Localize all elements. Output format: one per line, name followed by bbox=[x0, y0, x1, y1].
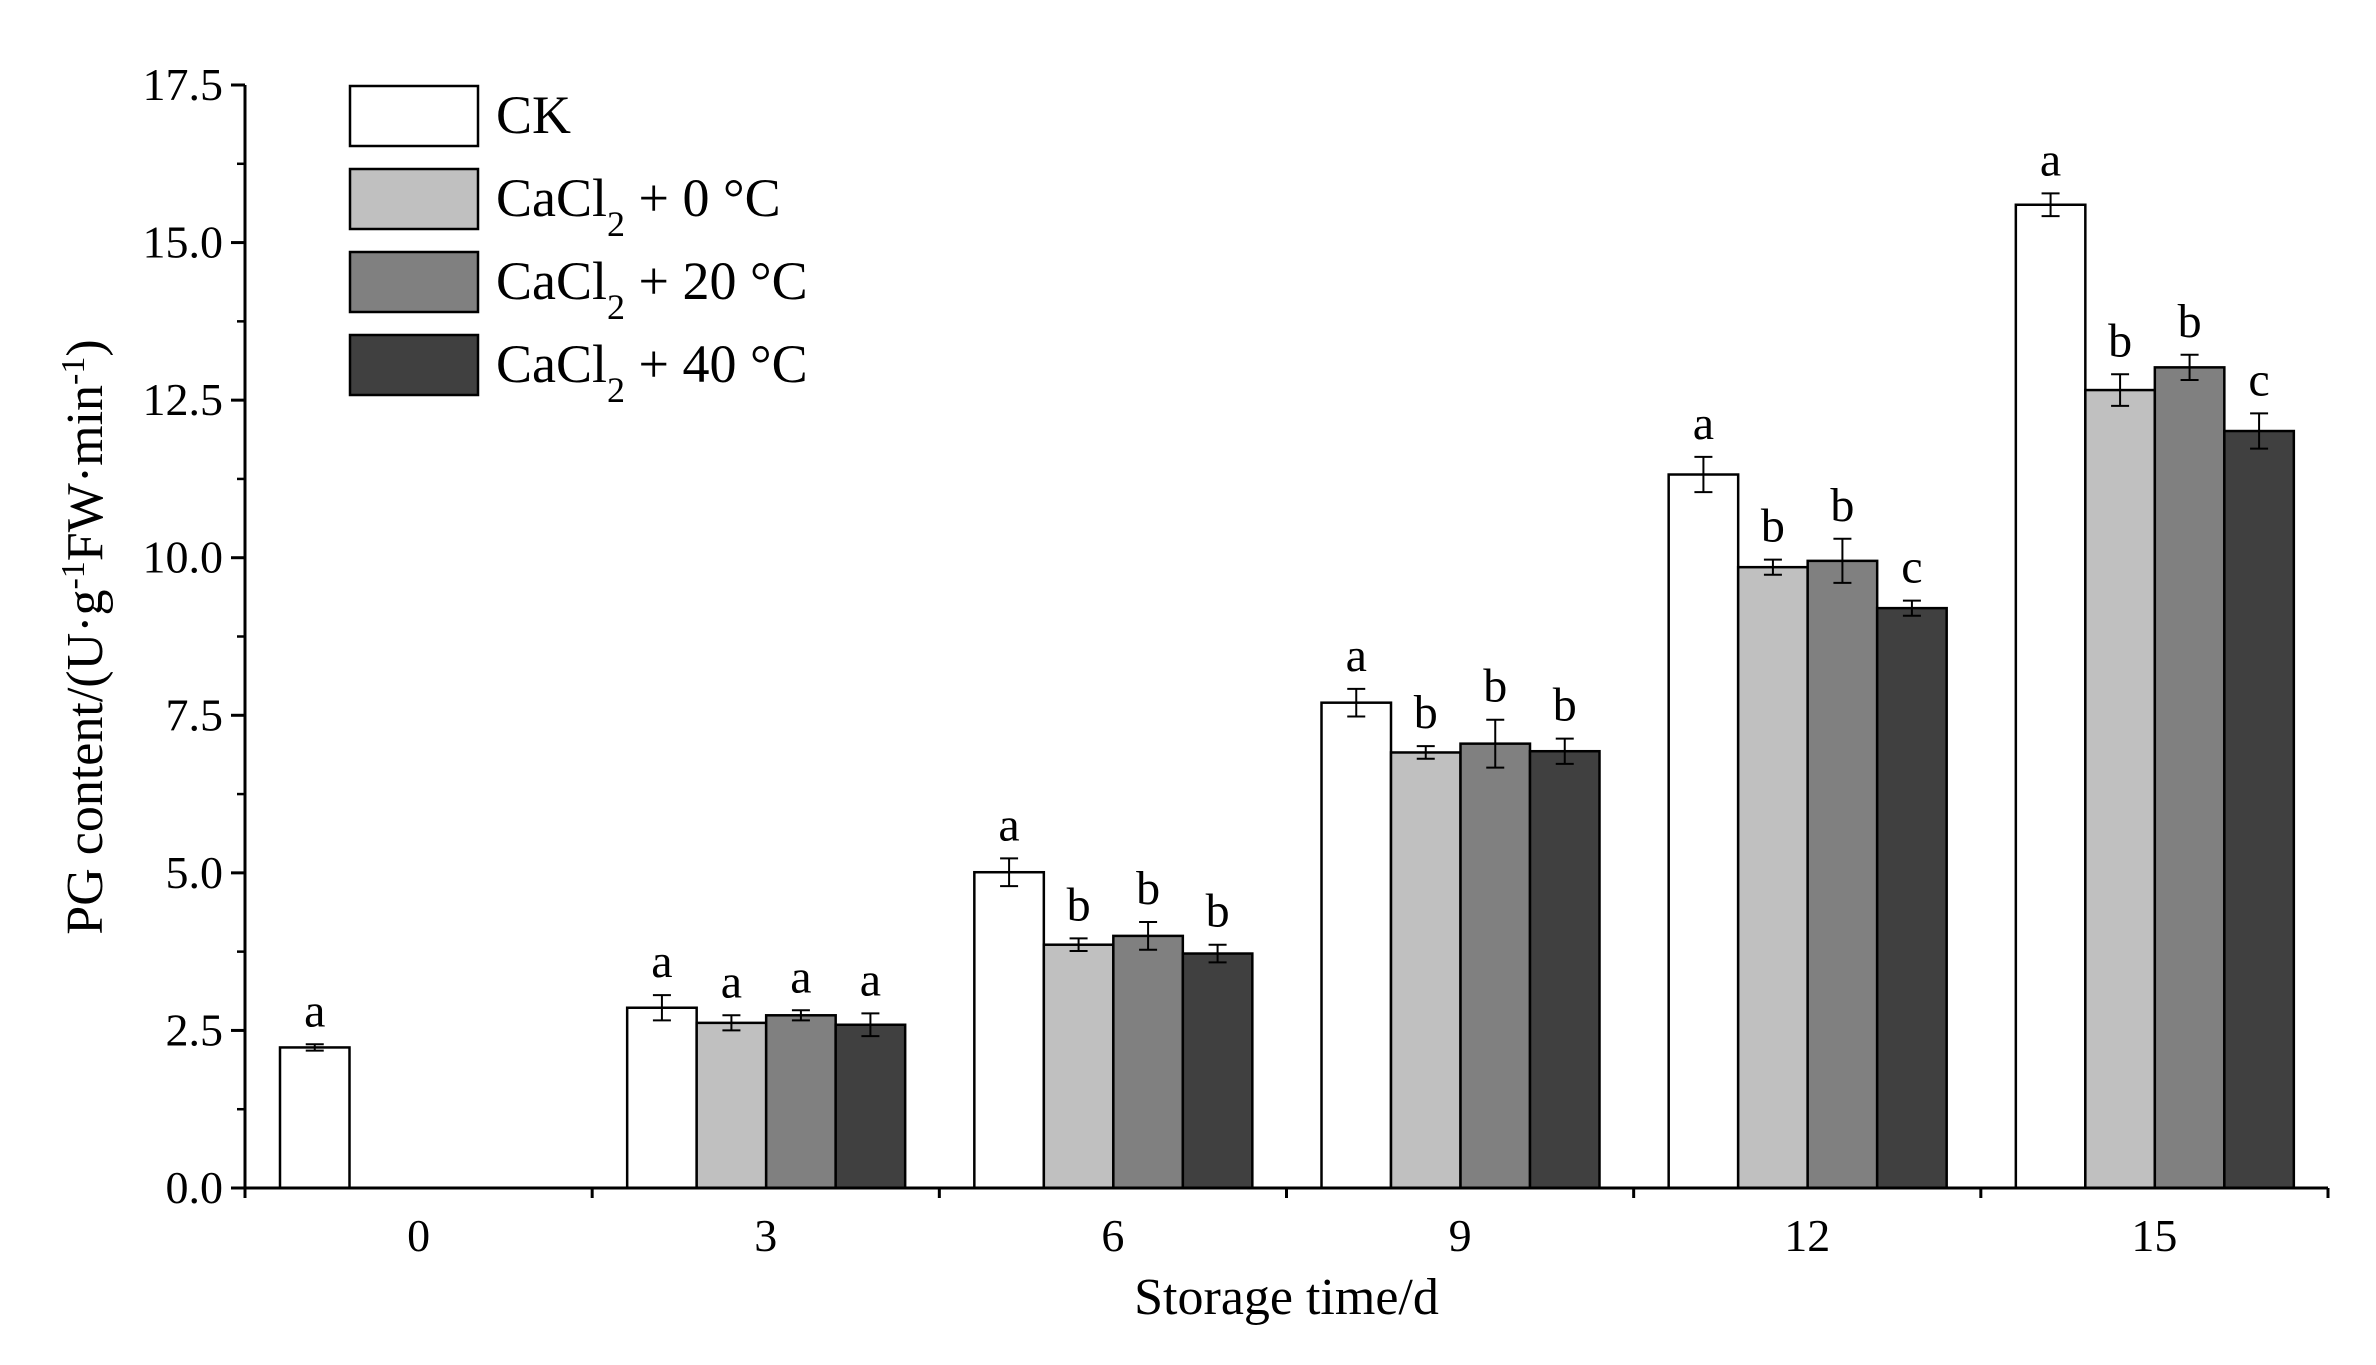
bar-2-12 bbox=[1806, 559, 1879, 1190]
significance-label: b bbox=[2108, 314, 2132, 367]
significance-label: a bbox=[860, 953, 881, 1006]
y-axis-title-mid: FW·min bbox=[57, 385, 114, 561]
y-tick-label: 12.5 bbox=[143, 374, 224, 425]
x-axis-title: Storage time/d bbox=[1134, 1269, 1439, 1326]
y-tick-label: 0.0 bbox=[166, 1162, 224, 1213]
y-tick-label: 17.5 bbox=[143, 59, 224, 110]
y-axis-title: PG content/(U·g-1FW·min-1) bbox=[55, 339, 115, 934]
bar-1-3 bbox=[695, 1021, 768, 1190]
y-tick-label: 7.5 bbox=[166, 689, 224, 740]
significance-label: a bbox=[2040, 133, 2061, 186]
legend-label-base: CK bbox=[496, 85, 571, 145]
legend-label-suffix: + 40 °C bbox=[625, 334, 808, 394]
significance-label: a bbox=[1346, 629, 1367, 682]
axes-layer bbox=[231, 83, 2330, 1198]
significance-label: b bbox=[2178, 295, 2202, 348]
bar-0-3 bbox=[625, 1006, 698, 1190]
bar-3-12 bbox=[1875, 606, 1948, 1190]
bar-1-9 bbox=[1389, 751, 1462, 1190]
bar-1-12 bbox=[1736, 565, 1809, 1190]
legend-label-base: CaCl bbox=[496, 168, 607, 228]
y-tick-label: 10.0 bbox=[143, 532, 224, 583]
legend-label-2: CaCl2 + 20 °C bbox=[496, 251, 808, 327]
bar-3-15 bbox=[2223, 429, 2296, 1190]
y-tick-label: 5.0 bbox=[166, 847, 224, 898]
bar-3-9 bbox=[1528, 749, 1601, 1190]
legend-label-subscript: 2 bbox=[607, 204, 625, 244]
bar-0-6 bbox=[973, 870, 1046, 1190]
x-tick-label: 0 bbox=[407, 1210, 430, 1261]
legend-label-subscript: 2 bbox=[607, 287, 625, 327]
bar-1-6 bbox=[1042, 943, 1115, 1190]
significance-label: b bbox=[1206, 885, 1230, 938]
bars-layer bbox=[278, 192, 2296, 1190]
y-axis-title-sup2: -1 bbox=[55, 357, 92, 385]
significance-label: a bbox=[721, 955, 742, 1008]
significance-label: a bbox=[998, 798, 1019, 851]
significance-label: b bbox=[1483, 660, 1507, 713]
y-axis-title-sup1: -1 bbox=[55, 561, 92, 589]
significance-label: a bbox=[790, 950, 811, 1003]
significance-label: b bbox=[1067, 878, 1091, 931]
legend-swatch-3 bbox=[348, 333, 480, 397]
legend-label-base: CaCl bbox=[496, 334, 607, 394]
significance-label: a bbox=[1693, 397, 1714, 450]
bar-0-0 bbox=[278, 1046, 351, 1190]
labels-layer: aaaaaaabbbbabbbbabbcc0.02.55.07.510.012.… bbox=[55, 59, 2270, 1326]
x-tick-label: 6 bbox=[1101, 1210, 1124, 1261]
legend-label-1: CaCl2 + 0 °C bbox=[496, 168, 781, 244]
bar-2-6 bbox=[1112, 934, 1185, 1190]
significance-label: b bbox=[1830, 479, 1854, 532]
significance-label: a bbox=[304, 984, 325, 1037]
y-tick-label: 2.5 bbox=[166, 1004, 224, 1055]
bar-3-6 bbox=[1181, 952, 1254, 1190]
legend-label-3: CaCl2 + 40 °C bbox=[496, 334, 808, 410]
bar-2-3 bbox=[764, 1014, 837, 1190]
significance-label: c bbox=[1901, 541, 1922, 594]
legend-label-0: CK bbox=[496, 85, 571, 145]
legend-label-suffix: + 20 °C bbox=[625, 251, 808, 311]
x-tick-label: 9 bbox=[1449, 1210, 1472, 1261]
significance-label: b bbox=[1761, 500, 1785, 553]
significance-label: a bbox=[651, 935, 672, 988]
legend-label-subscript: 2 bbox=[607, 370, 625, 410]
bar-0-9 bbox=[1320, 701, 1393, 1190]
bar-2-15 bbox=[2153, 366, 2226, 1190]
significance-label: b bbox=[1136, 862, 1160, 915]
legend-label-base: CaCl bbox=[496, 251, 607, 311]
bar-0-15 bbox=[2014, 203, 2087, 1190]
legend-label-suffix: + 0 °C bbox=[625, 168, 781, 228]
y-tick-label: 15.0 bbox=[143, 217, 224, 268]
x-tick-label: 3 bbox=[754, 1210, 777, 1261]
significance-label: c bbox=[2248, 353, 2269, 406]
x-tick-label: 12 bbox=[1784, 1210, 1830, 1261]
y-axis-title-prefix: PG content/(U·g bbox=[57, 590, 114, 935]
legend-swatch-1 bbox=[348, 167, 480, 231]
bar-2-9 bbox=[1459, 742, 1532, 1190]
significance-label: b bbox=[1414, 686, 1438, 739]
legend-swatch-0 bbox=[348, 84, 480, 148]
y-axis-title-suffix: ) bbox=[57, 339, 114, 356]
x-tick-label: 15 bbox=[2131, 1210, 2177, 1261]
bar-3-3 bbox=[834, 1023, 907, 1190]
bar-0-12 bbox=[1667, 473, 1740, 1190]
significance-label: b bbox=[1553, 679, 1577, 732]
legend-swatch-2 bbox=[348, 250, 480, 314]
bar-1-15 bbox=[2084, 388, 2157, 1190]
